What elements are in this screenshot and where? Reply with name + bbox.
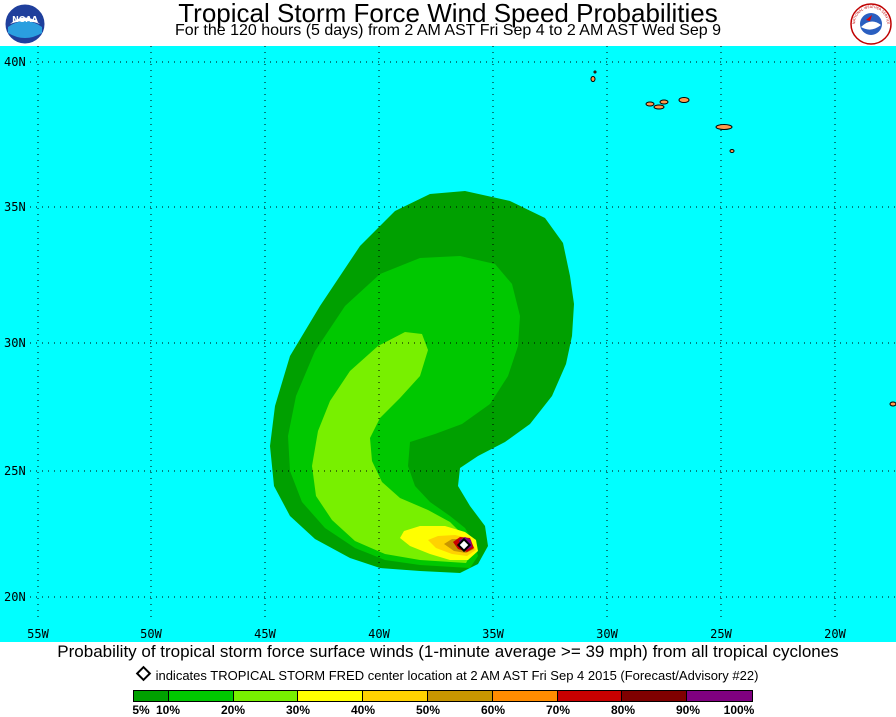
longitude-label: 25W (710, 627, 732, 641)
probability-legend: 5% 10% 20% 30% 40% 50% 60% 70% 80% 90% 100% (132, 690, 755, 717)
noaa-logo-icon: NOAA (4, 3, 46, 45)
marker-note: indicates TROPICAL STORM FRED center loc… (0, 665, 896, 684)
storm-center-marker (456, 537, 472, 553)
graticule (30, 46, 896, 622)
legend-swatch (622, 691, 688, 701)
longitude-label: 30W (596, 627, 618, 641)
legend-swatch (687, 691, 753, 701)
noaa-logo-text: NOAA (12, 15, 38, 24)
legend-tick-label: 10% (155, 703, 181, 717)
page-subtitle: For the 120 hours (5 days) from 2 AM AST… (174, 22, 722, 39)
longitude-label: 35W (482, 627, 504, 641)
legend-tick-label: 70% (545, 703, 571, 717)
legend-tick-label: 90% (675, 703, 701, 717)
longitude-label: 55W (27, 627, 49, 641)
longitude-label: 50W (140, 627, 162, 641)
legend-tick-label: 80% (610, 703, 636, 717)
legend-swatch (134, 691, 169, 701)
axis-labels: 40N 35N 30N 25N 20N 55W 50W 45W 40W 35W 30W 25W 20W (4, 55, 847, 641)
page-title: Tropical Storm Force Wind Speed Probabil… (178, 0, 718, 28)
longitude-label: 45W (254, 627, 276, 641)
legend-swatch (298, 691, 364, 701)
legend-tick-label: 5% (132, 703, 150, 717)
longitude-label: 20W (824, 627, 846, 641)
latitude-label: 40N (4, 55, 26, 69)
marker-note-text: indicates TROPICAL STORM FRED center loc… (155, 668, 759, 683)
map-caption: Probability of tropical storm force surf… (57, 642, 839, 661)
legend-tick-label: 50% (415, 703, 441, 717)
legend-tick-label: 100% (723, 703, 755, 717)
latitude-label: 35N (4, 200, 26, 214)
latitude-label: 25N (4, 464, 26, 478)
longitude-label: 40W (368, 627, 390, 641)
legend-swatch (428, 691, 493, 701)
legend-swatch (233, 691, 299, 701)
legend-tick-label: 60% (480, 703, 506, 717)
contour-20-30 (312, 332, 472, 563)
header: NOAA Tropical Storm Force Wind Speed Pro… (0, 0, 896, 46)
legend-swatch (492, 691, 558, 701)
latitude-label: 30N (4, 336, 26, 350)
legend-tick-label: 40% (350, 703, 376, 717)
legend-swatch (363, 691, 429, 701)
nws-logo-icon: NATIONAL WEATHER SERVICE (850, 3, 892, 45)
latitude-label: 20N (4, 590, 26, 604)
probability-map: 40N 35N 30N 25N 20N 55W 50W 45W 40W 35W 30W 25W 20W (0, 46, 896, 642)
legend-tick-label: 30% (285, 703, 311, 717)
legend-tick-label: 20% (220, 703, 246, 717)
legend-color-bar (133, 690, 753, 702)
legend-swatch (557, 691, 623, 701)
islands-azores (590, 70, 896, 407)
legend-swatch (168, 691, 234, 701)
storm-marker-icon (135, 665, 151, 682)
